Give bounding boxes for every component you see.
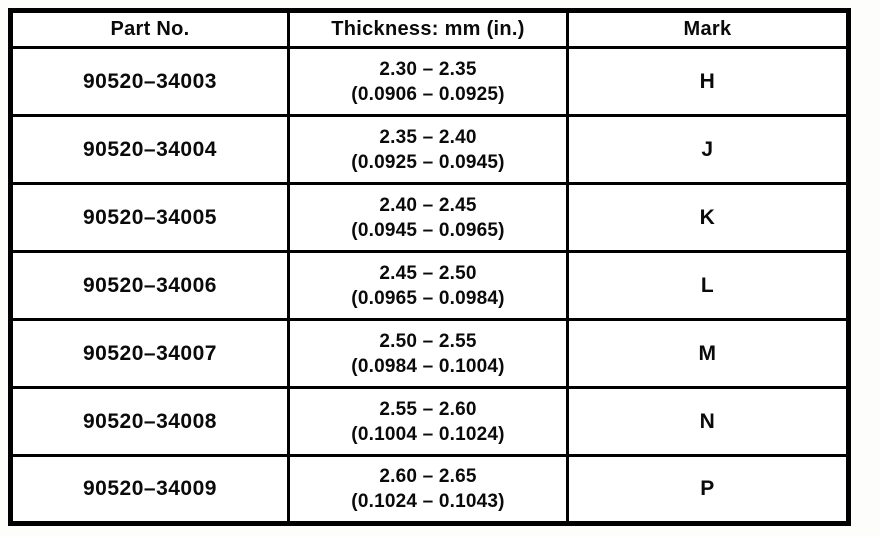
thickness-cell: 2.50 – 2.55 (0.0984 – 0.1004): [287, 318, 569, 389]
column-header-thickness: Thickness: mm (in.): [287, 9, 569, 49]
table-row: 90520–34006 2.45 – 2.50 (0.0965 – 0.0984…: [9, 250, 850, 321]
thickness-cell: 2.45 – 2.50 (0.0965 – 0.0984): [287, 250, 569, 321]
part-no-cell: 90520–34005: [9, 182, 290, 253]
table-row: 90520–34008 2.55 – 2.60 (0.1004 – 0.1024…: [9, 386, 850, 457]
thickness-in: (0.0945 – 0.0965): [351, 219, 505, 241]
mark-cell: L: [566, 250, 850, 321]
part-no-cell: 90520–34008: [9, 386, 290, 457]
part-no-cell: 90520–34009: [9, 454, 290, 525]
mark-cell: N: [566, 386, 850, 457]
mark-cell: K: [566, 182, 850, 253]
thickness-mm: 2.35 – 2.40: [379, 126, 477, 148]
part-no-cell: 90520–34006: [9, 250, 290, 321]
mark-cell: P: [566, 454, 850, 525]
thickness-in: (0.0965 – 0.0984): [351, 287, 505, 309]
thickness-cell: 2.55 – 2.60 (0.1004 – 0.1024): [287, 386, 569, 457]
thickness-cell: 2.35 – 2.40 (0.0925 – 0.0945): [287, 114, 569, 185]
thickness-mm: 2.60 – 2.65: [379, 466, 477, 487]
thickness-cell: 2.40 – 2.45 (0.0945 – 0.0965): [287, 182, 569, 253]
thickness-cell: 2.60 – 2.65 (0.1024 – 0.1043): [287, 454, 569, 525]
column-header-part-no: Part No.: [9, 9, 290, 49]
table-row: 90520–34007 2.50 – 2.55 (0.0984 – 0.1004…: [9, 318, 850, 389]
parts-table: Part No. Thickness: mm (in.) Mark 90520–…: [8, 8, 851, 526]
part-no-cell: 90520–34007: [9, 318, 290, 389]
thickness-mm: 2.50 – 2.55: [379, 330, 477, 352]
thickness-in: (0.1004 – 0.1024): [351, 423, 505, 445]
thickness-in: (0.0984 – 0.1004): [351, 355, 505, 377]
part-no-cell: 90520–34004: [9, 114, 290, 185]
thickness-mm: 2.30 – 2.35: [379, 58, 477, 80]
table-row: 90520–34005 2.40 – 2.45 (0.0945 – 0.0965…: [9, 182, 850, 253]
thickness-in: (0.1024 – 0.1043): [351, 491, 505, 512]
table-row: 90520–34009 2.60 – 2.65 (0.1024 – 0.1043…: [9, 454, 850, 525]
thickness-in: (0.0925 – 0.0945): [351, 151, 505, 173]
thickness-cell: 2.30 – 2.35 (0.0906 – 0.0925): [287, 46, 569, 117]
thickness-mm: 2.45 – 2.50: [379, 262, 477, 284]
thickness-mm: 2.55 – 2.60: [379, 398, 477, 420]
table-header-row: Part No. Thickness: mm (in.) Mark: [9, 9, 850, 49]
part-no-cell: 90520–34003: [9, 46, 290, 117]
mark-cell: H: [566, 46, 850, 117]
table-row: 90520–34003 2.30 – 2.35 (0.0906 – 0.0925…: [9, 46, 850, 117]
mark-cell: M: [566, 318, 850, 389]
column-header-mark: Mark: [566, 9, 850, 49]
table-row: 90520–34004 2.35 – 2.40 (0.0925 – 0.0945…: [9, 114, 850, 185]
thickness-in: (0.0906 – 0.0925): [351, 83, 505, 105]
mark-cell: J: [566, 114, 850, 185]
thickness-mm: 2.40 – 2.45: [379, 194, 477, 216]
